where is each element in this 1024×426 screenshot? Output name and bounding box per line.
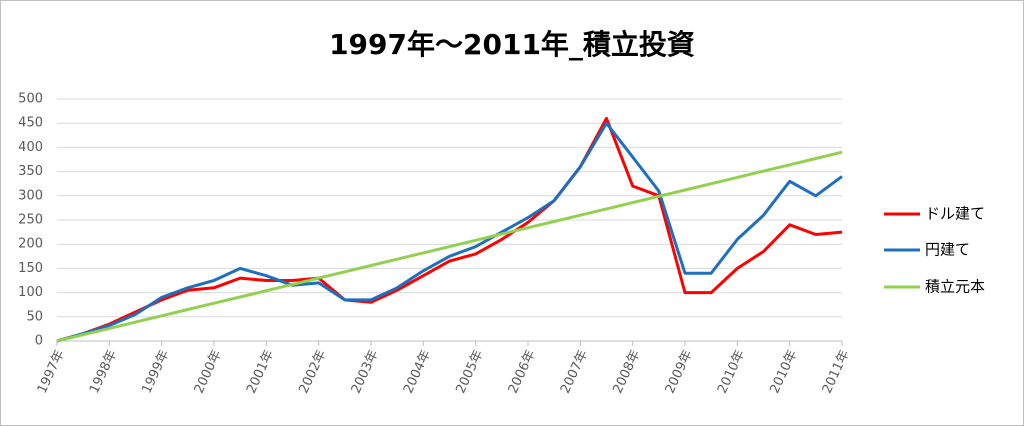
- y-tick-label: 400: [18, 140, 43, 155]
- y-tick-label: 500: [18, 92, 43, 107]
- y-tick-label: 200: [18, 237, 43, 252]
- y-tick-label: 300: [18, 188, 43, 203]
- series-line: [56, 121, 843, 343]
- series-line: [56, 116, 843, 343]
- legend-label: 積立元本: [925, 278, 985, 296]
- y-tick-label: 0: [35, 334, 43, 349]
- series-line: [56, 150, 843, 343]
- legend-label: ドル建て: [925, 205, 985, 223]
- y-tick-label: 350: [18, 164, 43, 179]
- y-tick-label: 150: [18, 261, 43, 276]
- y-tick-label: 450: [18, 116, 43, 131]
- legend-label: 円建て: [925, 241, 970, 259]
- chart-title: 1997年～2011年_積立投資: [329, 28, 695, 61]
- y-tick-label: 50: [26, 309, 43, 324]
- y-tick-label: 100: [18, 285, 43, 300]
- y-tick-label: 250: [18, 213, 43, 228]
